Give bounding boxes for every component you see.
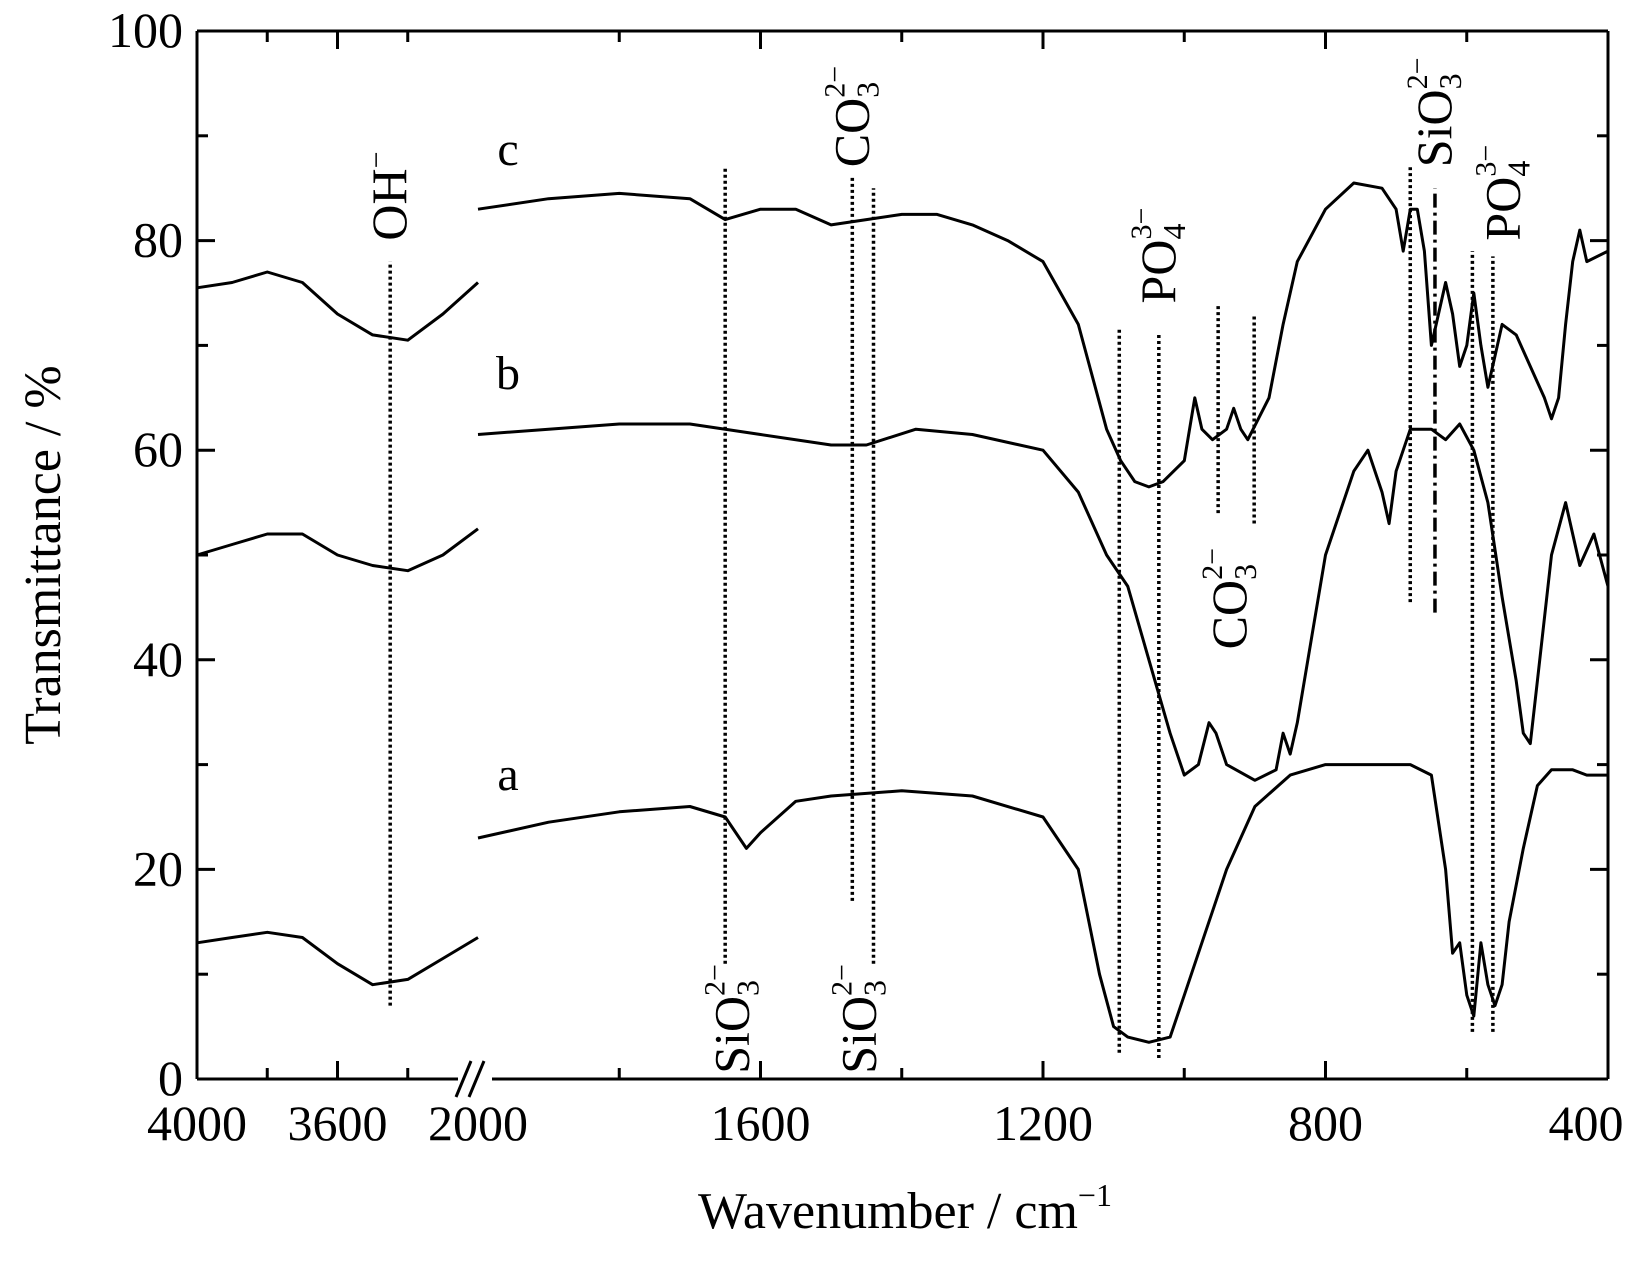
x-tick-label: 800 <box>1288 1095 1363 1151</box>
x-tick-label: 1600 <box>711 1095 811 1151</box>
axis-break-mark <box>454 1060 473 1098</box>
ion-annotation: SiO32− <box>825 964 892 1074</box>
x-tick-label: 1200 <box>993 1095 1093 1151</box>
x-tick-label: 400 <box>1549 1095 1624 1151</box>
series-line-b <box>477 422 1610 782</box>
y-axis-title: Transmittance / % <box>15 365 72 744</box>
axis-break-mark <box>467 1060 486 1098</box>
ion-annotation: SiO32− <box>1401 58 1468 168</box>
y-tick-label: 100 <box>108 2 183 58</box>
y-tick-label: 80 <box>133 212 183 268</box>
series-line-c <box>196 270 480 342</box>
x-tick-label: 3600 <box>288 1095 388 1151</box>
ion-annotation: OH− <box>360 151 417 240</box>
y-tick-label: 20 <box>133 840 183 896</box>
ion-annotation: CO32− <box>818 66 885 167</box>
ion-annotation: CO32− <box>1196 548 1263 649</box>
series-line-c <box>477 181 1609 489</box>
series-label-a: a <box>497 748 518 801</box>
ion-annotation: PO43− <box>1125 208 1192 304</box>
ion-annotation: PO43− <box>1469 145 1536 241</box>
series-line-a <box>477 763 1608 1044</box>
plot-area: 0 20 40 60 80 100 4000 3600 2000 1600 1200 800 400 a b… <box>108 2 1624 1151</box>
x-axis-title: Wavenumber / cm−1 <box>698 1177 1112 1240</box>
y-tick-label: 60 <box>133 421 183 477</box>
series-line-a <box>196 930 479 987</box>
series-label-b: b <box>496 347 520 400</box>
series-line-b <box>196 527 479 573</box>
series-label-c: c <box>497 123 518 176</box>
x-tick-label: 4000 <box>147 1095 247 1151</box>
ion-annotation: SiO32− <box>698 964 765 1074</box>
y-tick-label: 0 <box>158 1050 183 1106</box>
y-tick-label: 40 <box>133 631 183 687</box>
x-tick-label: 2000 <box>428 1095 528 1151</box>
